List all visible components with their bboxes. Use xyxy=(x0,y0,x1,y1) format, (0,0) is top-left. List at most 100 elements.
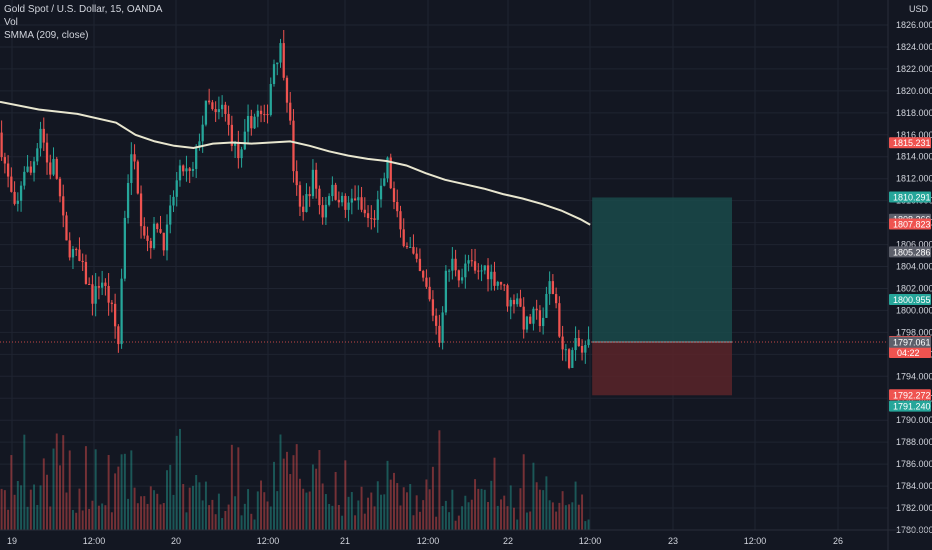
volume-bar xyxy=(555,511,558,530)
volume-bar xyxy=(153,490,156,530)
candle-body xyxy=(315,169,318,189)
volume-bar xyxy=(133,487,136,530)
volume-bar xyxy=(110,512,113,530)
candle-body xyxy=(191,168,195,171)
candle-body xyxy=(532,308,535,324)
candle-body xyxy=(480,270,483,272)
volume-bar xyxy=(269,506,272,530)
candle-body xyxy=(175,180,178,197)
symbol-title[interactable]: Gold Spot / U.S. Dollar, 15, OANDA xyxy=(4,4,163,15)
x-tick-label: 26 xyxy=(833,536,843,546)
y-tick-label: 1798.000 xyxy=(896,327,932,337)
x-tick-label: 12:00 xyxy=(579,536,602,546)
volume-bar xyxy=(318,450,321,530)
volume-bar xyxy=(500,499,502,530)
candle-body xyxy=(441,312,444,343)
candle-body xyxy=(490,271,493,280)
volume-bar xyxy=(512,507,515,530)
volume-indicator-label[interactable]: Vol xyxy=(4,17,18,28)
volume-bar xyxy=(496,505,499,530)
grid-lines xyxy=(0,0,888,531)
y-tick-label: 1794.000 xyxy=(896,371,932,381)
profit-zone[interactable] xyxy=(592,197,732,342)
candle-body xyxy=(237,142,240,159)
y-tick-label: 1824.000 xyxy=(896,42,932,52)
candle-body xyxy=(39,128,42,149)
candle-body xyxy=(447,270,451,272)
volume-bar xyxy=(178,428,181,530)
candle-body xyxy=(253,116,256,129)
currency-label[interactable]: USD xyxy=(908,4,928,14)
volume-bar xyxy=(88,508,91,530)
smma-line xyxy=(0,100,591,226)
candle-body xyxy=(503,284,506,286)
candle-body xyxy=(302,206,305,212)
volume-bar xyxy=(195,475,198,530)
candle-body xyxy=(298,185,302,207)
volume-bar xyxy=(558,502,561,530)
volume-bar xyxy=(289,474,292,530)
candle-body xyxy=(276,62,279,65)
candle-body xyxy=(444,270,448,313)
volume-bar xyxy=(250,513,253,530)
y-tick-label: 1820.000 xyxy=(896,86,932,96)
candle-body xyxy=(178,165,182,181)
volume-bar xyxy=(230,444,233,530)
price-axis[interactable]: 1780.0001782.0001784.0001786.0001788.000… xyxy=(888,0,932,550)
candle-body xyxy=(571,350,574,368)
price-tag: 1810.291 xyxy=(889,191,931,203)
volume-bar xyxy=(282,458,285,530)
volume-bar xyxy=(298,478,301,530)
candle-body xyxy=(188,168,191,171)
volume-bar xyxy=(347,496,350,530)
candle-body xyxy=(26,166,29,172)
candle-body xyxy=(169,205,172,225)
volume-bar xyxy=(311,464,314,530)
volume-bar xyxy=(182,484,185,530)
candle-body xyxy=(292,120,295,172)
volume-bar xyxy=(506,506,509,530)
smma-indicator-label[interactable]: SMMA (209, close) xyxy=(4,30,89,41)
volume-bar xyxy=(389,479,392,530)
volume-bar xyxy=(120,454,123,530)
volume-bar xyxy=(448,512,451,530)
volume-bar xyxy=(350,492,353,530)
volume-bar xyxy=(227,504,230,530)
smma-polyline xyxy=(0,100,591,226)
volume-bar xyxy=(191,485,194,530)
volume-bar xyxy=(286,451,288,530)
volume-bar xyxy=(574,481,577,530)
candle-body xyxy=(396,201,399,212)
candle-body xyxy=(370,218,373,220)
price-tag-label: 1815.231 xyxy=(893,138,931,148)
price-tag-bg xyxy=(889,246,931,258)
candle-body xyxy=(3,157,6,164)
volume-bar xyxy=(263,492,266,530)
volume-bar xyxy=(464,495,467,530)
candle-body xyxy=(473,261,477,271)
volume-bar xyxy=(117,466,120,530)
position-zones[interactable] xyxy=(0,197,888,396)
candle-body xyxy=(431,299,435,316)
volume-bar xyxy=(422,500,425,530)
candle-body xyxy=(220,104,224,110)
candle-body xyxy=(217,109,221,113)
volume-bar xyxy=(467,502,470,530)
volume-bar xyxy=(188,487,191,530)
volume-bar xyxy=(59,465,61,530)
chart-legend: Gold Spot / U.S. Dollar, 15, OANDA Vol S… xyxy=(4,3,162,42)
loss-zone[interactable] xyxy=(592,341,732,396)
candle-body xyxy=(506,285,509,307)
candle-body xyxy=(182,165,185,172)
candle-body xyxy=(269,83,272,115)
volume-bar xyxy=(159,504,162,530)
volume-bar xyxy=(529,511,532,530)
volume-bar xyxy=(52,448,55,530)
volume-bar xyxy=(123,453,126,530)
candle-body xyxy=(460,277,464,281)
candle-body xyxy=(81,260,84,263)
volume-bar xyxy=(415,495,418,530)
candle-body xyxy=(467,260,470,264)
